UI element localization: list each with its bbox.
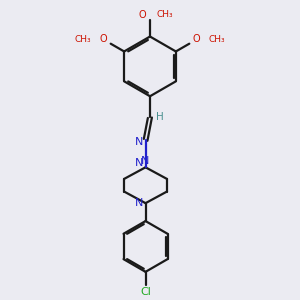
Text: CH₃: CH₃ xyxy=(209,35,225,44)
Text: O: O xyxy=(100,34,107,44)
Text: CH₃: CH₃ xyxy=(75,35,91,44)
Text: N: N xyxy=(135,158,143,168)
Text: N: N xyxy=(134,198,143,208)
Text: CH₃: CH₃ xyxy=(157,10,173,19)
Text: H: H xyxy=(156,112,164,122)
Text: Cl: Cl xyxy=(140,287,151,297)
Text: O: O xyxy=(139,10,146,20)
Text: N: N xyxy=(135,137,143,147)
Text: O: O xyxy=(193,34,200,44)
Text: N: N xyxy=(141,156,150,166)
